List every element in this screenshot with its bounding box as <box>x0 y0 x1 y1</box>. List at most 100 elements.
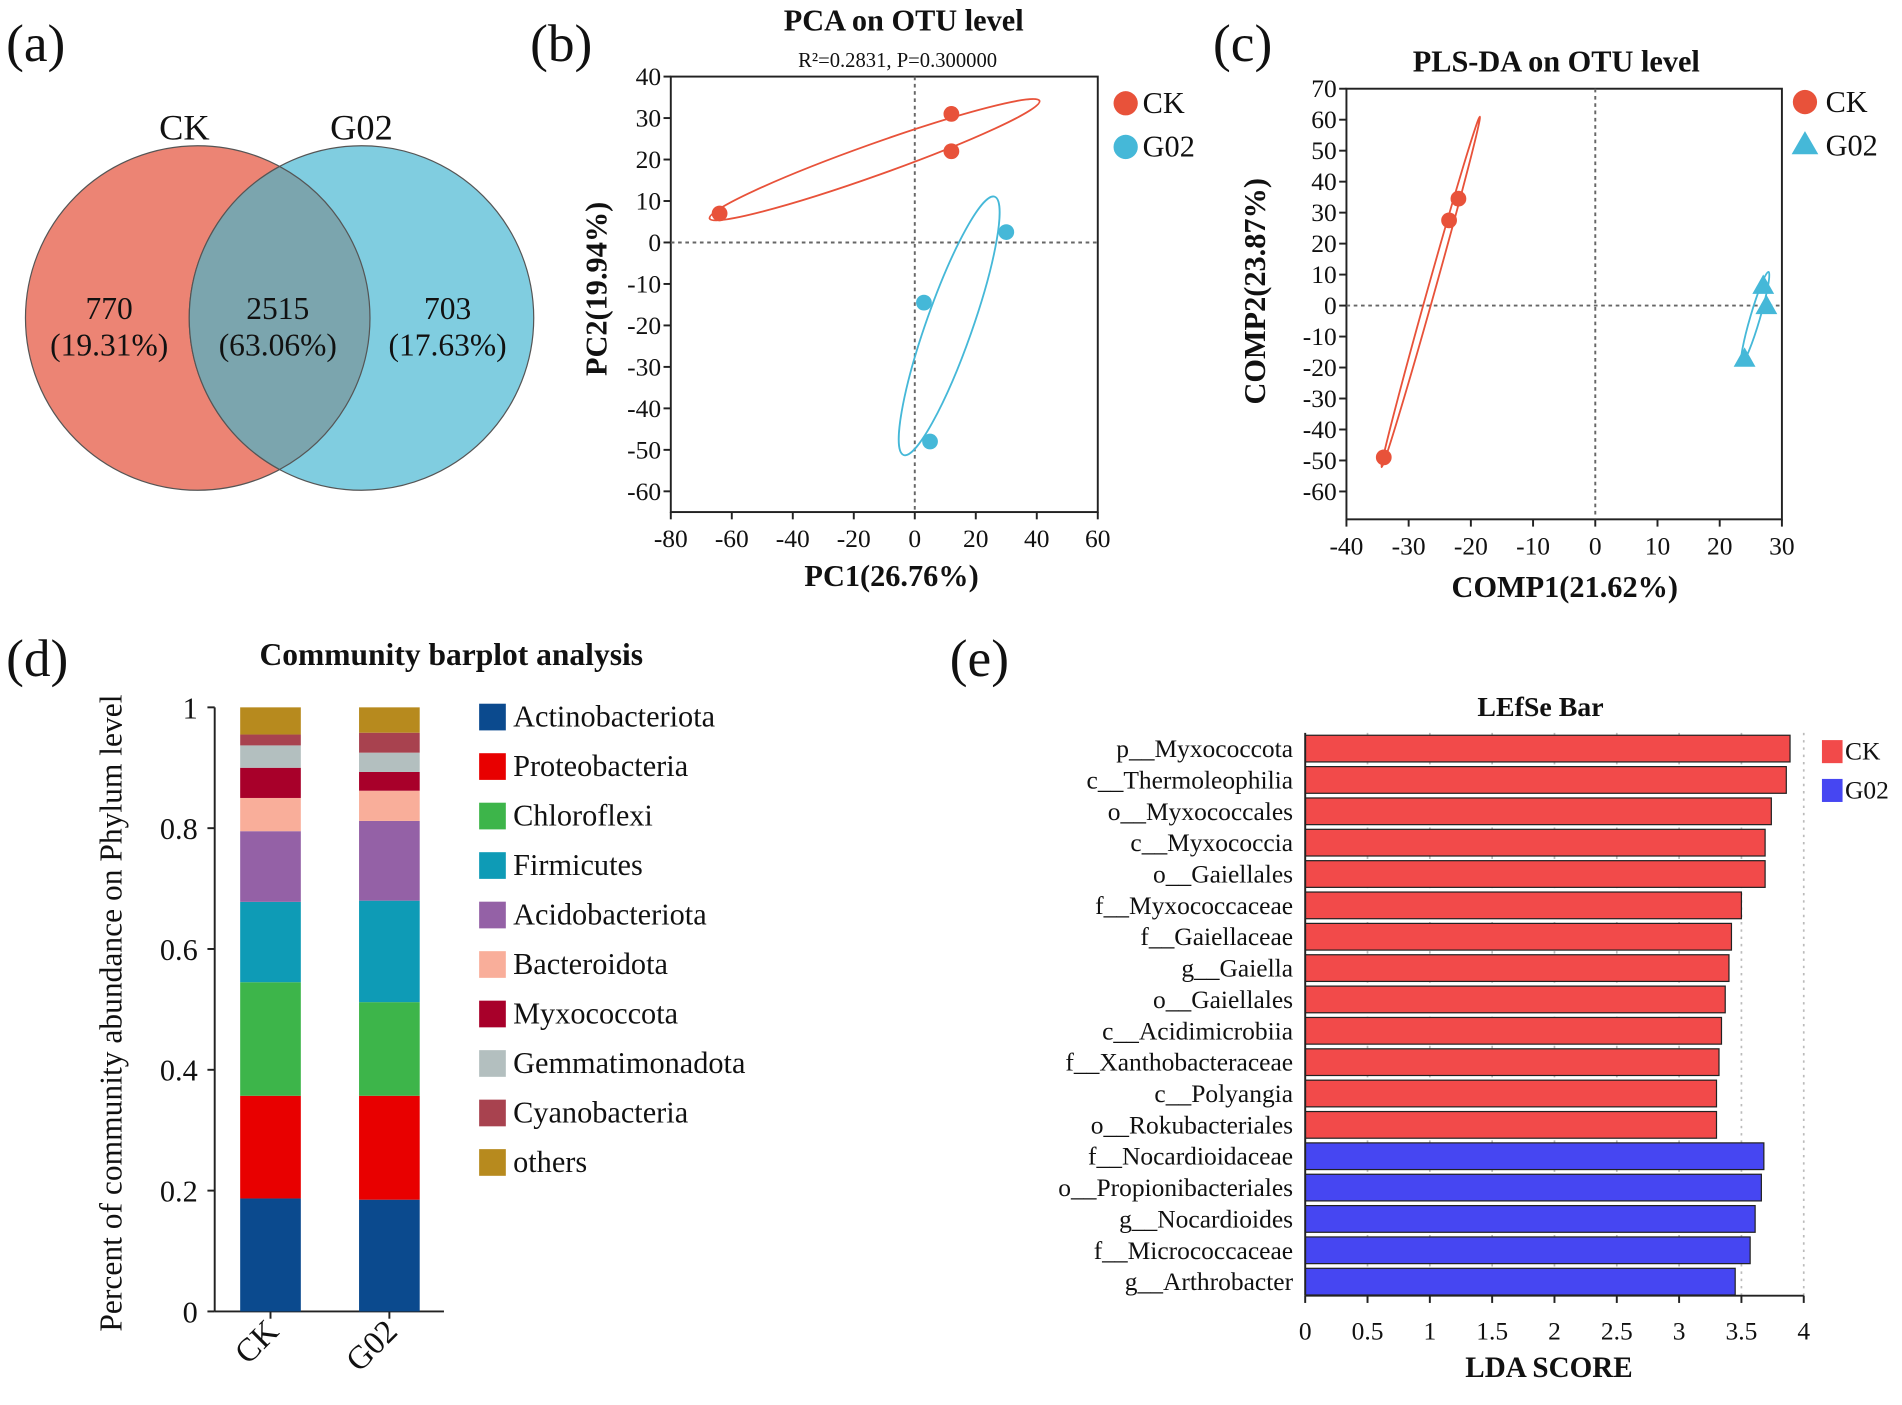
community-legend-swatch <box>479 802 506 830</box>
pca-ellipse-g02 <box>897 195 1001 457</box>
lefse-bar-g02 <box>1304 1204 1756 1233</box>
pca-y-tick-label: -50 <box>627 435 661 464</box>
lefse-x-tick-label: 0 <box>1299 1316 1312 1345</box>
community-legend-swatch <box>479 1000 506 1028</box>
pca-x-tick-label: -60 <box>715 524 749 553</box>
pca-ellipse-ck <box>708 98 1041 222</box>
pca-subtitle: R²=0.2831, P=0.300000 <box>798 50 997 72</box>
pca-legend-g02: G02 <box>1143 130 1195 164</box>
lefse-bar-label: o__Gaiellales <box>1153 860 1293 889</box>
community-bar-segment-actinobacteriota <box>359 1199 420 1312</box>
plsda-x-tick-label: 0 <box>1589 532 1602 561</box>
community-bar-segment-cyanobacteria <box>359 732 420 753</box>
community-legend-label: Firmicutes <box>513 848 643 882</box>
community-legend-swatch <box>479 753 506 780</box>
community-bar-segment-bacteroidota <box>359 790 420 821</box>
community-legend-label: Myxococcota <box>513 997 679 1031</box>
pca-y-tick-label: 10 <box>636 186 661 215</box>
pca-point-g02 <box>916 294 932 311</box>
pca-x-tick-label: 0 <box>908 524 921 553</box>
community-bar-segment-acidobacteriota <box>359 820 420 901</box>
venn-g02-percent: (17.63%) <box>389 328 507 363</box>
lefse-legend-swatch-g02 <box>1821 778 1843 802</box>
venn-ck-count: 770 <box>86 291 133 326</box>
community-bar-segment-firmicutes <box>240 901 301 983</box>
venn-set-ck: CK <box>159 108 210 148</box>
lefse-bar-label: f__Micrococcaceae <box>1094 1236 1293 1265</box>
lefse-bar-ck <box>1304 860 1766 888</box>
plsda-y-tick-label: -10 <box>1303 322 1337 351</box>
plsda-point-ck <box>1375 449 1392 466</box>
plsda-point-ck <box>1450 190 1467 207</box>
community-bar-segment-proteobacteria <box>240 1095 301 1199</box>
lefse-bar-ck <box>1304 1016 1723 1045</box>
lefse-bar-label: f__Xanthobacteraceae <box>1065 1048 1293 1077</box>
lefse-bar-label: o__Rokubacteriales <box>1091 1110 1293 1139</box>
lefse-bar-label: c__Polyangia <box>1154 1079 1293 1108</box>
community-barplot: Community barplot analysis Percent of co… <box>93 637 746 1379</box>
community-legend-label: Acidobacteriota <box>513 898 707 932</box>
community-y-tick-label: 0.8 <box>160 812 198 846</box>
pca-point-g02 <box>922 433 938 450</box>
community-legend-swatch <box>479 703 506 731</box>
lefse-bar-g02 <box>1304 1236 1751 1265</box>
lefse-bar-label: f__Nocardioidaceae <box>1088 1142 1293 1171</box>
venn-overlap <box>188 165 371 471</box>
pca-point-ck <box>943 143 960 160</box>
plsda-y-tick-label: 70 <box>1311 74 1336 103</box>
community-legend-swatch <box>479 852 506 879</box>
community-legend-swatch <box>479 1099 506 1127</box>
plsda-legend-marker-g02 <box>1791 131 1819 155</box>
plsda-plot-frame <box>1345 87 1783 521</box>
pca-y-tick-label: 40 <box>636 62 661 91</box>
plsda-y-tick-label: 20 <box>1311 229 1336 258</box>
lefse-bar-ck <box>1304 954 1730 983</box>
pca-x-tick-label: -20 <box>837 524 871 553</box>
community-bar-segment-proteobacteria <box>359 1095 420 1200</box>
plsda-ellipse-ck <box>1380 115 1481 469</box>
lefse-bar-ck <box>1304 766 1787 794</box>
lefse-x-tick-label: 4 <box>1797 1316 1810 1345</box>
venn-ck-percent: (19.31%) <box>50 328 168 363</box>
plsda-y-tick-label: -40 <box>1303 415 1337 444</box>
lefse-bar-label: g__Gaiella <box>1181 954 1293 983</box>
community-x-tick-label: CK <box>228 1313 286 1371</box>
pca-y-tick-label: 0 <box>648 228 661 257</box>
lefse-bar-ck <box>1304 1110 1718 1139</box>
plsda-x-tick-label: -40 <box>1329 532 1363 561</box>
plsda-legend-ck: CK <box>1826 85 1868 119</box>
lefse-title: LEfSe Bar <box>1477 692 1603 723</box>
community-bar-segment-firmicutes <box>359 900 420 1003</box>
panel-label-c: (c) <box>1213 13 1272 73</box>
lefse-x-label: LDA SCORE <box>1465 1352 1632 1384</box>
community-title: Community barplot analysis <box>259 637 643 672</box>
plsda-legend-g02: G02 <box>1826 128 1878 162</box>
community-legend-swatch <box>479 901 506 929</box>
plsda-y-tick-label: 10 <box>1311 260 1336 289</box>
plsda-x-tick-label: 30 <box>1769 532 1794 561</box>
plsda-y-tick-label: -50 <box>1303 446 1337 475</box>
community-x-tick-label: G02 <box>339 1313 404 1378</box>
lefse-legend-swatch-ck <box>1821 740 1843 764</box>
panel-label-d: (d) <box>6 628 68 688</box>
panel-label-b: (b) <box>530 13 592 73</box>
lefse-bar-label: o__Myxococcales <box>1108 797 1293 826</box>
lefse-bar-label: f__Myxococcaceae <box>1095 891 1293 920</box>
pca-x-tick-label: 20 <box>963 524 988 553</box>
pca-x-tick-label: 60 <box>1085 524 1110 553</box>
plsda-legend-marker-ck <box>1792 89 1818 115</box>
pca-x-tick-label: 40 <box>1024 524 1049 553</box>
pca-y-tick-label: 30 <box>636 104 661 133</box>
plsda-x-tick-label: 20 <box>1707 532 1732 561</box>
lefse-bar-ck <box>1304 828 1766 857</box>
community-bar-segment-others <box>359 707 420 733</box>
venn-set-g02: G02 <box>330 108 393 148</box>
plsda-y-tick-label: 50 <box>1311 136 1336 165</box>
pca-x-tick-label: -80 <box>654 524 688 553</box>
lefse-bar-label: o__Gaiellales <box>1153 985 1293 1014</box>
plsda-point-g02 <box>1733 347 1756 367</box>
venn-g02-count: 703 <box>424 291 471 326</box>
plsda-title: PLS-DA on OTU level <box>1413 45 1700 79</box>
plsda-x-tick-label: -30 <box>1392 532 1426 561</box>
